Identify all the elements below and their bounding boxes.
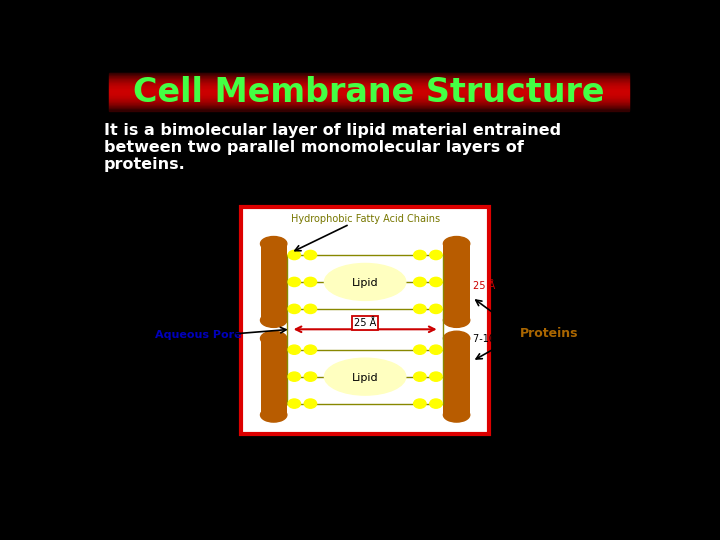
Ellipse shape: [444, 237, 469, 251]
Ellipse shape: [444, 331, 469, 346]
Ellipse shape: [305, 345, 317, 354]
Bar: [109, 84, 629, 85]
Ellipse shape: [413, 399, 426, 408]
Text: It is a bimolecular layer of lipid material entrained
between two parallel monom: It is a bimolecular layer of lipid mater…: [104, 123, 561, 172]
Ellipse shape: [261, 313, 287, 327]
Ellipse shape: [261, 237, 287, 251]
Bar: [109, 74, 629, 75]
Bar: [109, 82, 629, 83]
Ellipse shape: [288, 304, 300, 314]
Bar: [109, 105, 629, 106]
Ellipse shape: [288, 345, 300, 354]
Bar: [109, 103, 629, 104]
Bar: [444, 244, 469, 320]
Ellipse shape: [261, 331, 287, 346]
Text: Cell Membrane Structure: Cell Membrane Structure: [133, 76, 605, 109]
Bar: [241, 207, 489, 434]
Ellipse shape: [413, 345, 426, 354]
Bar: [109, 102, 629, 103]
Bar: [109, 107, 629, 108]
Ellipse shape: [430, 399, 442, 408]
Bar: [109, 93, 629, 94]
Ellipse shape: [305, 372, 317, 381]
Ellipse shape: [288, 372, 300, 381]
Bar: [109, 87, 629, 88]
Ellipse shape: [430, 278, 442, 287]
Bar: [109, 81, 629, 82]
Bar: [109, 98, 629, 99]
Bar: [109, 73, 629, 74]
Bar: [109, 89, 629, 90]
Ellipse shape: [261, 408, 287, 422]
Bar: [109, 79, 629, 80]
Ellipse shape: [305, 399, 317, 408]
Bar: [109, 78, 629, 79]
Bar: [109, 88, 629, 89]
Bar: [444, 339, 469, 415]
Ellipse shape: [288, 251, 300, 260]
Text: Hydrophobic Fatty Acid Chains: Hydrophobic Fatty Acid Chains: [291, 214, 440, 224]
Text: Lipid: Lipid: [352, 373, 379, 383]
Bar: [109, 86, 629, 87]
Bar: [109, 94, 629, 95]
Ellipse shape: [325, 264, 406, 300]
Ellipse shape: [430, 304, 442, 314]
Bar: [109, 109, 629, 110]
Ellipse shape: [430, 345, 442, 354]
Text: Lipid  Bilayer: Lipid Bilayer: [315, 439, 415, 454]
Bar: [109, 108, 629, 109]
Text: Aqueous Pore: Aqueous Pore: [156, 330, 242, 340]
Ellipse shape: [305, 251, 317, 260]
Bar: [109, 91, 629, 92]
Bar: [109, 104, 629, 105]
Ellipse shape: [305, 304, 317, 314]
Bar: [109, 100, 629, 101]
Bar: [109, 80, 629, 81]
Ellipse shape: [444, 313, 469, 327]
Text: 25 Å: 25 Å: [473, 281, 495, 291]
Ellipse shape: [413, 278, 426, 287]
Bar: [109, 106, 629, 107]
Bar: [109, 76, 629, 77]
Text: Proteins: Proteins: [520, 327, 579, 340]
Bar: [109, 85, 629, 86]
Ellipse shape: [444, 408, 469, 422]
Ellipse shape: [288, 399, 300, 408]
Text: 25 Å: 25 Å: [354, 318, 377, 328]
Bar: [109, 96, 629, 97]
Bar: [261, 339, 287, 415]
Ellipse shape: [288, 278, 300, 287]
Bar: [109, 77, 629, 78]
Bar: [109, 110, 629, 111]
Ellipse shape: [325, 358, 406, 395]
Bar: [109, 95, 629, 96]
Ellipse shape: [413, 372, 426, 381]
Ellipse shape: [430, 251, 442, 260]
Bar: [109, 75, 629, 76]
Bar: [109, 90, 629, 91]
Bar: [109, 101, 629, 102]
Ellipse shape: [413, 251, 426, 260]
Bar: [261, 244, 287, 320]
Bar: [109, 99, 629, 100]
Ellipse shape: [430, 372, 442, 381]
Bar: [109, 72, 629, 73]
Bar: [109, 97, 629, 98]
Ellipse shape: [413, 304, 426, 314]
Bar: [109, 83, 629, 84]
Text: Lipid: Lipid: [352, 279, 379, 288]
Text: 7-10 Å: 7-10 Å: [473, 334, 505, 343]
Bar: [109, 92, 629, 93]
Ellipse shape: [305, 278, 317, 287]
